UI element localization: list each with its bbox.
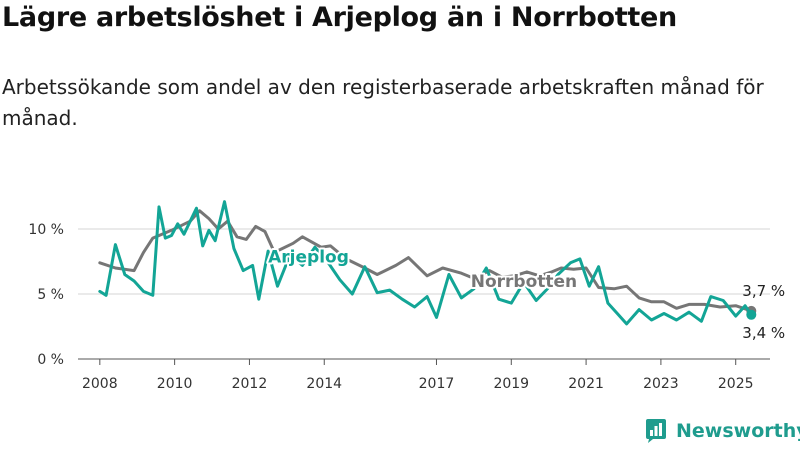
x-tick-label: 2021 — [568, 376, 604, 392]
newsworthy-logo-icon — [646, 419, 666, 443]
series-lines — [98, 200, 757, 326]
series-label-norrbotten: Norrbotten — [471, 272, 577, 292]
x-tick-label: 2012 — [232, 376, 268, 392]
x-tick-label: 2014 — [306, 376, 342, 392]
x-tick-label: 2008 — [82, 376, 118, 392]
x-tick-label: 2025 — [718, 376, 754, 392]
y-tick-label: 10 % — [28, 222, 64, 238]
x-tick-label: 2019 — [493, 376, 529, 392]
end-label-norrbotten: 3,7 % — [742, 282, 785, 300]
series-labels: 3,7 % 3,4 % Arjeplog Norrbotten — [266, 245, 785, 342]
y-tick-label: 5 % — [37, 287, 64, 303]
y-tick-label: 0 % — [37, 352, 64, 368]
end-label-arjeplog: 3,4 % — [742, 324, 785, 342]
x-tick-label: 2023 — [643, 376, 679, 392]
gridlines — [78, 228, 770, 295]
series-label-arjeplog: Arjeplog — [268, 247, 349, 267]
newsworthy-logo: Newsworthy — [644, 418, 800, 444]
newsworthy-logo-text: Newsworthy — [676, 420, 800, 442]
y-axis: 0 % 5 % 10 % — [28, 222, 64, 368]
chart-subtitle: Arbetssökande som andel av den registerb… — [2, 75, 764, 130]
series-line-arjeplog — [98, 200, 753, 326]
series-line-norrbotten — [98, 209, 753, 313]
series-end-point-arjeplog — [746, 309, 757, 320]
x-axis: 2008 2010 2012 2014 2017 2019 2021 2023 2025 — [78, 358, 770, 392]
chart-title: Lägre arbetslöshet i Arjeplog än i Norrb… — [2, 2, 677, 33]
x-tick-label: 2010 — [157, 376, 193, 392]
x-tick-label: 2017 — [419, 376, 455, 392]
